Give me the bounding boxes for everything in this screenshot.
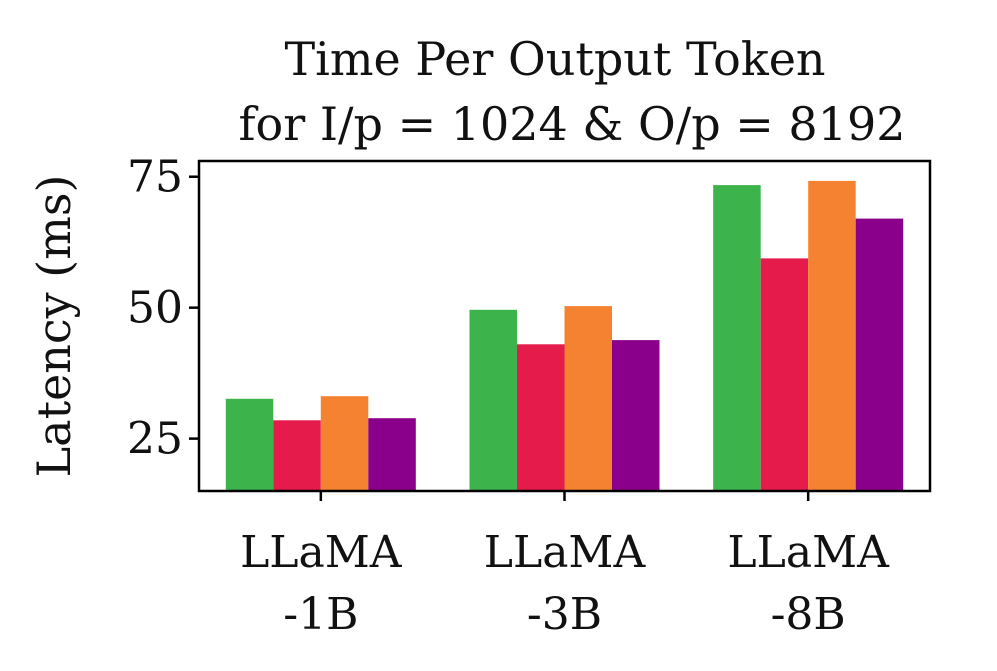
y-tick-label: 25 xyxy=(127,414,183,465)
x-tick-label: -3B xyxy=(527,589,602,640)
chart-title: Time Per Output Token xyxy=(284,32,825,86)
y-tick-label: 75 xyxy=(127,152,183,203)
chart-subtitle: for I/p = 1024 & O/p = 8192 xyxy=(239,97,906,151)
y-axis-label: Latency (ms) xyxy=(27,175,81,478)
bar-series2-category1 xyxy=(273,420,321,491)
bar-series4-category3 xyxy=(855,218,904,491)
x-tick-label: -8B xyxy=(771,589,846,640)
bar-series4-category1 xyxy=(368,418,416,491)
bar-series3-category3 xyxy=(808,180,856,491)
bar-series1-category1 xyxy=(225,398,274,491)
bar-series1-category3 xyxy=(713,185,761,491)
bar-series4-category2 xyxy=(612,340,660,491)
x-tick-label: LLaMA xyxy=(727,527,890,578)
x-tick-label: LLaMA xyxy=(484,527,647,578)
x-tick-label: -1B xyxy=(283,589,358,640)
x-axis: LLaMA -1B LLaMA -3B LLaMA -8B xyxy=(240,491,890,640)
bars-group xyxy=(225,180,904,491)
bar-series3-category2 xyxy=(564,306,612,491)
plot-frame xyxy=(197,159,932,493)
y-axis: 25 50 75 xyxy=(127,152,199,465)
bar-series2-category2 xyxy=(517,344,565,491)
bar-series3-category1 xyxy=(320,396,369,491)
y-tick-label: 50 xyxy=(127,283,183,334)
bar-series2-category3 xyxy=(760,258,809,491)
x-tick-label: LLaMA xyxy=(240,527,403,578)
bar-series1-category2 xyxy=(469,309,517,491)
